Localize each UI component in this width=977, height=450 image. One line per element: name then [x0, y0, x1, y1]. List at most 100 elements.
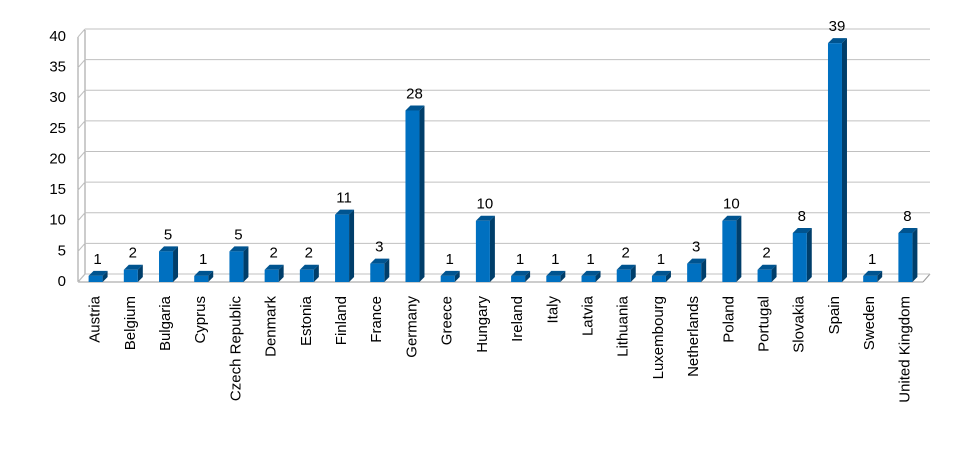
data-label: 2 [622, 245, 630, 262]
data-label: 8 [903, 208, 911, 225]
x-tick-label: Cyprus [192, 296, 209, 344]
bar-top [827, 38, 847, 44]
y-tick-label: 35 [49, 59, 66, 76]
data-label: 1 [657, 251, 665, 268]
bar [88, 270, 108, 282]
bar [370, 258, 390, 282]
grid-line [77, 59, 86, 68]
bar-side [525, 270, 531, 282]
bar-top [651, 270, 671, 276]
bar-front [651, 275, 666, 282]
x-tick-label: Italy [544, 296, 561, 324]
grid-line [77, 212, 86, 222]
bar-top [898, 228, 918, 233]
x-tick-label: Denmark [263, 296, 280, 357]
bar-side [630, 264, 636, 282]
x-tick-label: Hungary [474, 296, 491, 353]
bar [123, 264, 143, 282]
bar [616, 264, 636, 282]
grid-line [77, 151, 86, 160]
x-tick-label: Greece [439, 296, 456, 345]
bar-side [877, 270, 883, 282]
data-label: 1 [586, 251, 594, 268]
bar [405, 105, 425, 282]
bar-top [229, 246, 249, 252]
bar-top [335, 209, 355, 215]
bar-top [863, 270, 883, 276]
x-tick-label: Lithuania [615, 295, 632, 357]
grid-line [77, 181, 86, 191]
bar [722, 215, 742, 282]
bar-front [264, 269, 279, 282]
grid-line [77, 120, 86, 130]
bar-front [335, 214, 350, 282]
x-tick-label: Estonia [298, 295, 315, 346]
bar-top [299, 264, 319, 270]
x-tick-label: Poland [720, 296, 737, 343]
bar-front [475, 220, 490, 282]
data-label: 11 [336, 190, 352, 207]
x-tick-label: Czech Republic [227, 296, 244, 402]
bar-front [757, 269, 772, 282]
bar [299, 264, 319, 282]
bar-side [208, 270, 214, 282]
y-tick-label: 10 [49, 212, 66, 229]
bar [229, 246, 249, 282]
bar-top [687, 258, 707, 264]
y-tick-label: 5 [58, 242, 66, 259]
data-label: 10 [477, 196, 494, 213]
bar [581, 270, 601, 282]
data-label: 1 [551, 251, 559, 268]
bar-side [489, 215, 495, 282]
bar-side [841, 38, 847, 282]
bar-side [102, 270, 108, 282]
x-tick-label: Netherlands [685, 296, 702, 377]
x-tick-label: Spain [826, 296, 843, 334]
data-label: 10 [723, 196, 740, 213]
bar-top [123, 264, 143, 270]
bar-top [616, 264, 636, 270]
bar-top [722, 215, 742, 221]
bar-side [243, 246, 249, 282]
data-label: 2 [762, 245, 770, 262]
bar [335, 209, 355, 282]
data-label: 1 [93, 251, 101, 268]
grid-line [77, 243, 86, 252]
bar-front [616, 269, 631, 282]
bar [757, 264, 777, 282]
bar-side [595, 270, 601, 282]
data-label: 28 [406, 85, 423, 102]
bar-side [384, 258, 390, 282]
bar-front [792, 233, 807, 282]
floor-edge [922, 273, 931, 283]
bar-top [264, 264, 284, 270]
data-label: 2 [269, 245, 277, 262]
x-tick-label: Austria [87, 295, 104, 342]
x-tick-label: Ireland [509, 296, 526, 342]
bar-top [159, 246, 179, 252]
data-label: 8 [798, 208, 806, 225]
bar-front [229, 251, 244, 282]
data-label: 3 [375, 239, 383, 256]
bar-top [581, 270, 601, 276]
bar-front [863, 275, 878, 282]
y-tick-label: 15 [49, 181, 66, 198]
data-label: 1 [516, 251, 524, 268]
x-tick-label: United Kingdom [896, 296, 913, 403]
data-label: 2 [305, 245, 313, 262]
x-tick-label: Portugal [756, 296, 773, 352]
bar-front [546, 275, 561, 282]
bar [687, 258, 707, 282]
bar-front [827, 43, 842, 282]
bar [159, 246, 179, 282]
bar-side [736, 215, 742, 282]
y-tick-label: 0 [58, 273, 66, 290]
data-label: 3 [692, 239, 700, 256]
bar-side [771, 264, 777, 282]
bar [475, 215, 495, 282]
bar [511, 270, 531, 282]
data-label: 1 [199, 251, 207, 268]
x-tick-label: Bulgaria [157, 295, 174, 351]
bar-top [440, 270, 460, 276]
bar [194, 270, 214, 282]
